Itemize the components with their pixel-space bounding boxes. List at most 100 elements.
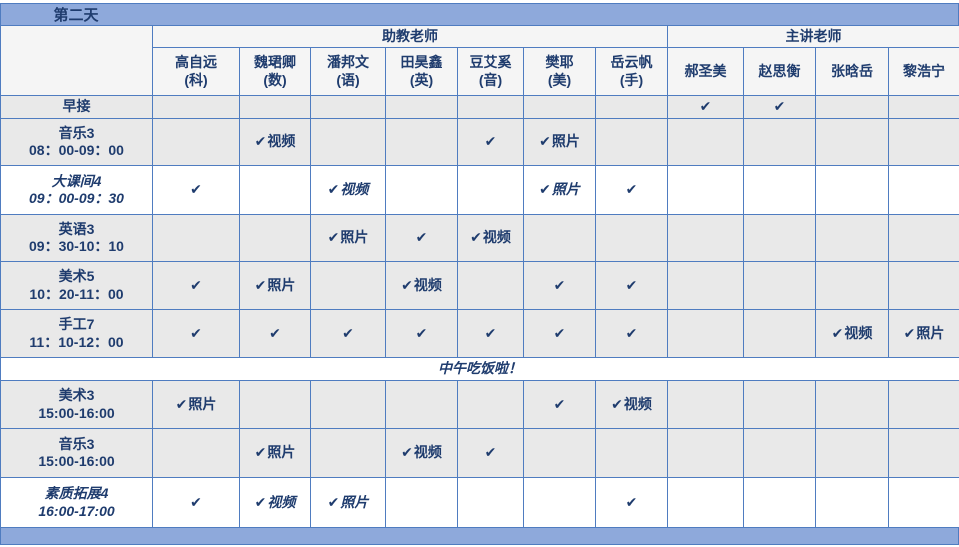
- schedule-cell[interactable]: ✔照片: [310, 214, 386, 262]
- schedule-cell[interactable]: ✔: [239, 309, 311, 358]
- schedule-cell[interactable]: [667, 428, 745, 478]
- schedule-cell[interactable]: ✔视频: [594, 380, 669, 429]
- schedule-cell[interactable]: ✔: [594, 261, 669, 310]
- schedule-cell[interactable]: [743, 477, 817, 528]
- schedule-cell[interactable]: [523, 477, 596, 528]
- schedule-cell[interactable]: [594, 95, 669, 119]
- schedule-cell[interactable]: [667, 214, 745, 262]
- schedule-cell[interactable]: [743, 261, 817, 310]
- schedule-cell[interactable]: [523, 428, 596, 478]
- schedule-cell[interactable]: [310, 261, 386, 310]
- schedule-cell[interactable]: [667, 261, 745, 310]
- schedule-cell[interactable]: [385, 118, 458, 166]
- schedule-cell[interactable]: [152, 118, 240, 166]
- schedule-cell[interactable]: [310, 118, 386, 166]
- schedule-cell[interactable]: [523, 95, 596, 119]
- schedule-cell[interactable]: [594, 428, 669, 478]
- schedule-cell[interactable]: [310, 95, 386, 119]
- schedule-cell[interactable]: ✔视频: [457, 214, 524, 262]
- schedule-cell[interactable]: ✔: [667, 95, 745, 119]
- schedule-cell[interactable]: ✔: [523, 380, 596, 429]
- schedule-cell[interactable]: [457, 380, 524, 429]
- schedule-cell[interactable]: ✔: [743, 95, 817, 119]
- schedule-cell[interactable]: ✔: [310, 309, 386, 358]
- schedule-cell[interactable]: [667, 380, 745, 429]
- schedule-cell[interactable]: [523, 214, 596, 262]
- schedule-cell[interactable]: ✔: [457, 428, 524, 478]
- schedule-cell[interactable]: [239, 380, 311, 429]
- schedule-cell[interactable]: ✔: [152, 165, 240, 215]
- schedule-cell[interactable]: ✔照片: [239, 428, 311, 478]
- schedule-cell[interactable]: [743, 165, 817, 215]
- schedule-cell[interactable]: [239, 214, 311, 262]
- schedule-cell[interactable]: [743, 118, 817, 166]
- schedule-cell[interactable]: ✔: [594, 477, 669, 528]
- schedule-cell[interactable]: [888, 477, 959, 528]
- schedule-cell[interactable]: [385, 165, 458, 215]
- schedule-cell[interactable]: ✔照片: [239, 261, 311, 310]
- schedule-cell[interactable]: ✔照片: [523, 165, 596, 215]
- schedule-cell[interactable]: [815, 165, 890, 215]
- schedule-cell[interactable]: [594, 214, 669, 262]
- schedule-cell[interactable]: ✔: [152, 477, 240, 528]
- schedule-cell[interactable]: ✔: [457, 118, 524, 166]
- schedule-cell[interactable]: [457, 165, 524, 215]
- schedule-cell[interactable]: [310, 428, 386, 478]
- schedule-cell[interactable]: [239, 165, 311, 215]
- schedule-cell[interactable]: ✔视频: [385, 428, 458, 478]
- schedule-cell[interactable]: ✔: [523, 309, 596, 358]
- schedule-cell[interactable]: ✔: [594, 309, 669, 358]
- schedule-cell[interactable]: [152, 95, 240, 119]
- schedule-cell[interactable]: [385, 380, 458, 429]
- schedule-cell[interactable]: [152, 214, 240, 262]
- schedule-cell[interactable]: [815, 214, 890, 262]
- schedule-cell[interactable]: ✔: [523, 261, 596, 310]
- schedule-cell[interactable]: ✔视频: [815, 309, 890, 358]
- schedule-cell[interactable]: [239, 95, 311, 119]
- schedule-cell[interactable]: [815, 261, 890, 310]
- schedule-cell[interactable]: [594, 118, 669, 166]
- schedule-cell[interactable]: [667, 118, 745, 166]
- schedule-cell[interactable]: [888, 165, 959, 215]
- schedule-cell[interactable]: [815, 95, 890, 119]
- schedule-cell[interactable]: [457, 95, 524, 119]
- schedule-cell[interactable]: [743, 380, 817, 429]
- schedule-cell[interactable]: ✔视频: [239, 118, 311, 166]
- schedule-cell[interactable]: [310, 380, 386, 429]
- schedule-cell[interactable]: [667, 477, 745, 528]
- schedule-cell[interactable]: [385, 95, 458, 119]
- schedule-cell[interactable]: ✔: [152, 261, 240, 310]
- schedule-cell[interactable]: [667, 309, 745, 358]
- schedule-cell[interactable]: ✔视频: [239, 477, 311, 528]
- schedule-cell[interactable]: [888, 428, 959, 478]
- schedule-cell[interactable]: [888, 95, 959, 119]
- schedule-cell[interactable]: [815, 428, 890, 478]
- schedule-cell[interactable]: [888, 214, 959, 262]
- schedule-cell[interactable]: ✔照片: [888, 309, 959, 358]
- schedule-cell[interactable]: [815, 380, 890, 429]
- schedule-cell[interactable]: [667, 165, 745, 215]
- schedule-cell[interactable]: ✔: [594, 165, 669, 215]
- schedule-cell[interactable]: [457, 477, 524, 528]
- lunch-banner[interactable]: 中午吃饭啦！: [0, 357, 959, 381]
- schedule-cell[interactable]: [743, 214, 817, 262]
- schedule-cell[interactable]: [743, 428, 817, 478]
- schedule-cell[interactable]: [743, 309, 817, 358]
- schedule-cell[interactable]: [457, 261, 524, 310]
- schedule-cell[interactable]: [815, 118, 890, 166]
- schedule-cell[interactable]: ✔: [457, 309, 524, 358]
- schedule-cell[interactable]: [815, 477, 890, 528]
- schedule-cell[interactable]: ✔照片: [523, 118, 596, 166]
- schedule-cell[interactable]: ✔照片: [310, 477, 386, 528]
- schedule-cell[interactable]: ✔视频: [385, 261, 458, 310]
- schedule-cell[interactable]: [888, 118, 959, 166]
- schedule-cell[interactable]: ✔视频: [310, 165, 386, 215]
- schedule-cell[interactable]: ✔: [152, 309, 240, 358]
- schedule-cell[interactable]: [152, 428, 240, 478]
- schedule-cell[interactable]: ✔: [385, 214, 458, 262]
- schedule-cell[interactable]: ✔照片: [152, 380, 240, 429]
- schedule-cell[interactable]: [385, 477, 458, 528]
- schedule-cell[interactable]: ✔: [385, 309, 458, 358]
- schedule-cell[interactable]: [888, 261, 959, 310]
- schedule-cell[interactable]: [888, 380, 959, 429]
